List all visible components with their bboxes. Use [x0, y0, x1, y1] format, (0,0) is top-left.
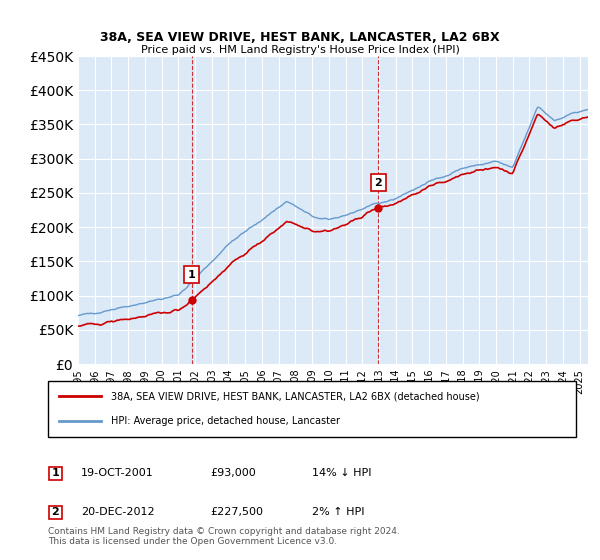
Text: 20-DEC-2012: 20-DEC-2012	[81, 507, 155, 517]
Text: 38A, SEA VIEW DRIVE, HEST BANK, LANCASTER, LA2 6BX (detached house): 38A, SEA VIEW DRIVE, HEST BANK, LANCASTE…	[112, 391, 480, 402]
Text: 1: 1	[188, 270, 196, 280]
Text: 38A, SEA VIEW DRIVE, HEST BANK, LANCASTER, LA2 6BX: 38A, SEA VIEW DRIVE, HEST BANK, LANCASTE…	[100, 31, 500, 44]
Text: £93,000: £93,000	[210, 468, 256, 478]
Text: Contains HM Land Registry data © Crown copyright and database right 2024.
This d: Contains HM Land Registry data © Crown c…	[48, 526, 400, 546]
Text: 2% ↑ HPI: 2% ↑ HPI	[312, 507, 365, 517]
FancyBboxPatch shape	[49, 506, 62, 519]
Text: £227,500: £227,500	[210, 507, 263, 517]
Text: 14% ↓ HPI: 14% ↓ HPI	[312, 468, 371, 478]
FancyBboxPatch shape	[48, 381, 576, 437]
Text: 19-OCT-2001: 19-OCT-2001	[81, 468, 154, 478]
Text: Price paid vs. HM Land Registry's House Price Index (HPI): Price paid vs. HM Land Registry's House …	[140, 45, 460, 55]
FancyBboxPatch shape	[49, 466, 62, 480]
Text: HPI: Average price, detached house, Lancaster: HPI: Average price, detached house, Lanc…	[112, 416, 340, 426]
Text: 1: 1	[52, 468, 59, 478]
Text: 2: 2	[52, 507, 59, 517]
Text: 2: 2	[374, 178, 382, 188]
